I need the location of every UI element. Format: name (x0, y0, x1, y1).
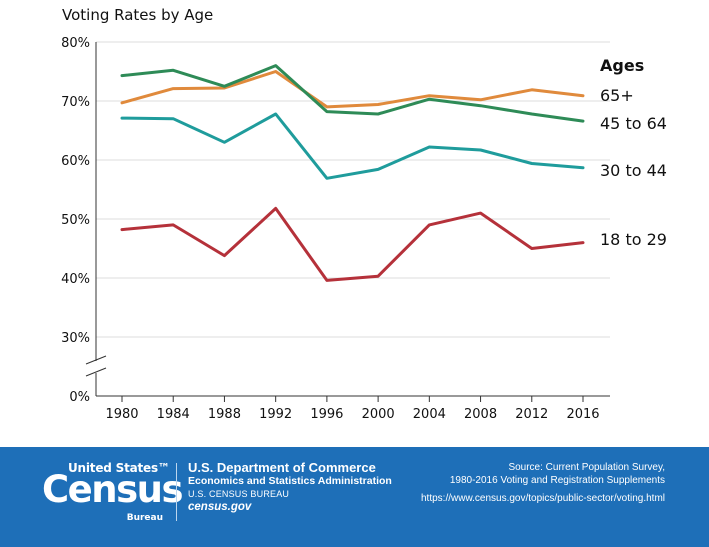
x-tick-label: 2004 (413, 407, 446, 422)
y-tick-label: 70% (61, 95, 90, 110)
series-label-45-to-64: 45 to 64 (600, 114, 667, 133)
x-axis-ticks: 1980 1984 1988 1992 1996 2000 2004 2008 2012 2016 (105, 396, 600, 422)
y-axis-ticks: 0% 30% 40% 50% 60% 70% 80% (61, 36, 90, 405)
series-line-30-to-44 (120, 112, 585, 180)
series-label-65: 65+ (600, 86, 634, 105)
x-tick-label: 1980 (105, 407, 138, 422)
series-line-45-to-64 (120, 64, 585, 123)
series-label-18-to-29: 18 to 29 (600, 230, 667, 249)
source-line-2: 1980-2016 Voting and Registration Supple… (449, 475, 665, 486)
bureau-name: U.S. CENSUS BUREAU (188, 489, 290, 499)
x-tick-label: 1988 (208, 407, 241, 422)
axis-break-mark (85, 355, 107, 365)
x-tick-label: 1992 (259, 407, 292, 422)
census-gov-link[interactable]: census.gov (188, 501, 252, 513)
source-url-link[interactable]: https://www.census.gov/topics/public-sec… (421, 493, 665, 504)
source-line-1: Source: Current Population Survey, (508, 462, 665, 473)
chart-title: Voting Rates by Age (62, 6, 213, 24)
dept-subname: Economics and Statistics Administration (188, 475, 392, 487)
series-lines (120, 64, 585, 282)
y-tick-label: 0% (69, 390, 90, 405)
voting-rates-chart: Voting Rates by Age 0% 30% 40% 50% 60% 70% 80%… (61, 6, 667, 422)
x-tick-label: 2012 (515, 407, 548, 422)
y-tick-label: 60% (61, 154, 90, 169)
y-tick-label: 80% (61, 36, 90, 51)
y-tick-label: 50% (61, 213, 90, 228)
logo-census-text: Census (42, 468, 183, 511)
x-tick-label: 2016 (566, 407, 599, 422)
axes (85, 42, 610, 397)
axis-break-mark (85, 367, 107, 377)
x-tick-label: 1996 (310, 407, 343, 422)
y-tick-label: 30% (61, 331, 90, 346)
logo-top-text: United States™ (68, 461, 170, 475)
footer-banner: United States™ Census Bureau U.S. Depart… (0, 447, 709, 547)
series-line-18-to-29 (120, 206, 585, 282)
footer-divider (176, 463, 177, 521)
dept-name: U.S. Department of Commerce (188, 460, 376, 475)
x-tick-label: 1984 (157, 407, 190, 422)
logo-bureau-text: Bureau (126, 513, 163, 523)
census-bureau-logo: United States™ Census Bureau (42, 461, 183, 527)
source-block: Source: Current Population Survey, 1980-… (421, 461, 665, 505)
y-tick-label: 40% (61, 272, 90, 287)
department-block: U.S. Department of Commerce Economics an… (188, 460, 392, 514)
series-label-30-to-44: 30 to 44 (600, 161, 667, 180)
gridlines (96, 41, 610, 338)
series-line-65 (120, 70, 585, 109)
x-tick-label: 2008 (464, 407, 497, 422)
series-labels: 65+ 45 to 64 30 to 44 18 to 29 (600, 86, 667, 249)
legend-title: Ages (600, 56, 644, 75)
x-tick-label: 2000 (362, 407, 395, 422)
